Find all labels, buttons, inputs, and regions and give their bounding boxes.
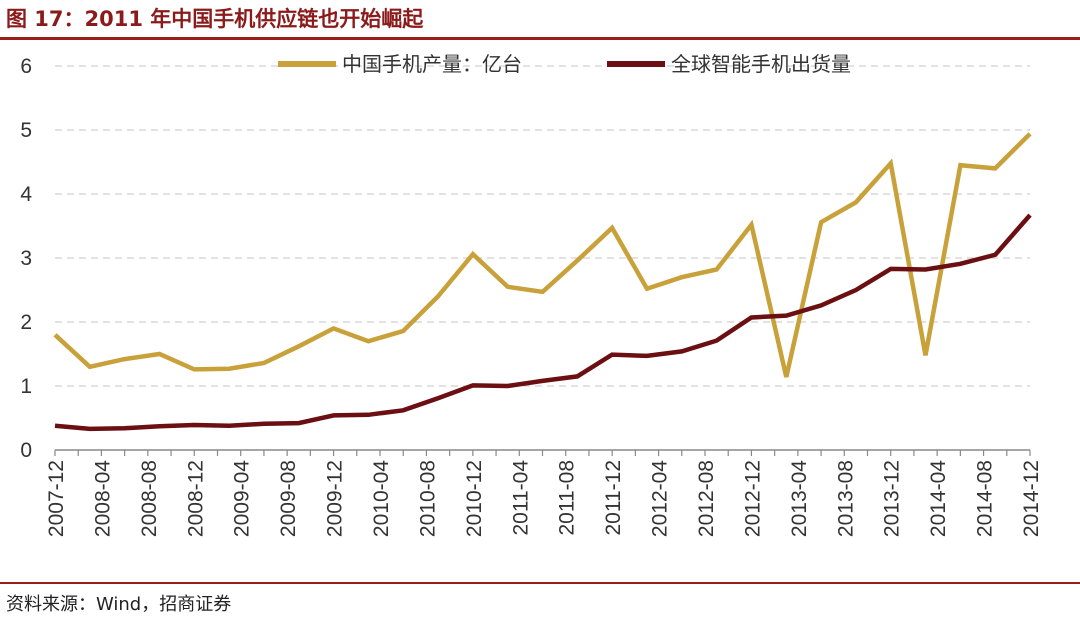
- legend-label-2: 全球智能手机出货量: [671, 52, 851, 76]
- chart-title: 图 17：2011 年中国手机供应链也开始崛起: [6, 7, 424, 31]
- axes: [54, 449, 1031, 456]
- y-tick-label: 1: [20, 375, 32, 398]
- x-tick-label: 2014-04: [927, 460, 950, 537]
- x-tick-label: 2013-12: [881, 460, 904, 537]
- y-tick-label: 3: [20, 247, 32, 270]
- x-tick-label: 2012-12: [741, 460, 764, 537]
- y-tick-labels: 0 1 2 3 4 5 6: [20, 55, 32, 462]
- x-tick-label: 2007-12: [45, 460, 68, 537]
- series-line-2: [54, 213, 1032, 432]
- y-tick-label: 4: [20, 183, 32, 206]
- x-tick-label: 2008-08: [138, 460, 161, 537]
- legend: 中国手机产量：亿台 全球智能手机出货量: [278, 52, 851, 76]
- x-tick-label: 2009-04: [231, 460, 254, 537]
- x-tick-label: 2008-12: [184, 460, 207, 537]
- top-divider: [0, 37, 1080, 40]
- x-tick-label: 2013-08: [834, 460, 857, 537]
- y-tick-label: 0: [20, 439, 32, 462]
- source-note: 资料来源：Wind，招商证券: [6, 594, 232, 615]
- y-tick-label: 2: [20, 311, 32, 334]
- x-tick-label: 2009-12: [324, 460, 347, 537]
- x-tick-label: 2012-04: [649, 460, 672, 537]
- bottom-divider: [0, 582, 1080, 584]
- series-line-1: [53, 132, 1032, 378]
- series-lines: [53, 132, 1032, 432]
- x-tick-label: 2011-12: [602, 460, 625, 536]
- y-tick-label: 5: [20, 119, 32, 142]
- x-tick-label: 2010-04: [370, 460, 393, 537]
- x-tick-label: 2008-04: [91, 460, 114, 537]
- x-tick-label: 2014-12: [1020, 460, 1043, 537]
- legend-label-1: 中国手机产量：亿台: [342, 52, 522, 76]
- x-tick-label: 2012-08: [695, 460, 718, 537]
- x-tick-label: 2010-08: [416, 460, 439, 537]
- x-tick-label: 2013-04: [788, 460, 811, 537]
- x-tick-labels: 2007-12 2008-04 2008-08 2008-12 2009-04 2009-…: [45, 460, 1043, 537]
- grid-lines: [55, 65, 1030, 387]
- y-tick-label: 6: [20, 55, 32, 78]
- x-tick-label: 2011-08: [556, 460, 579, 536]
- x-tick-label: 2009-08: [277, 460, 300, 537]
- x-tick-label: 2011-04: [509, 460, 532, 536]
- x-tick-label: 2010-12: [463, 460, 486, 537]
- x-tick-label: 2014-08: [974, 460, 997, 537]
